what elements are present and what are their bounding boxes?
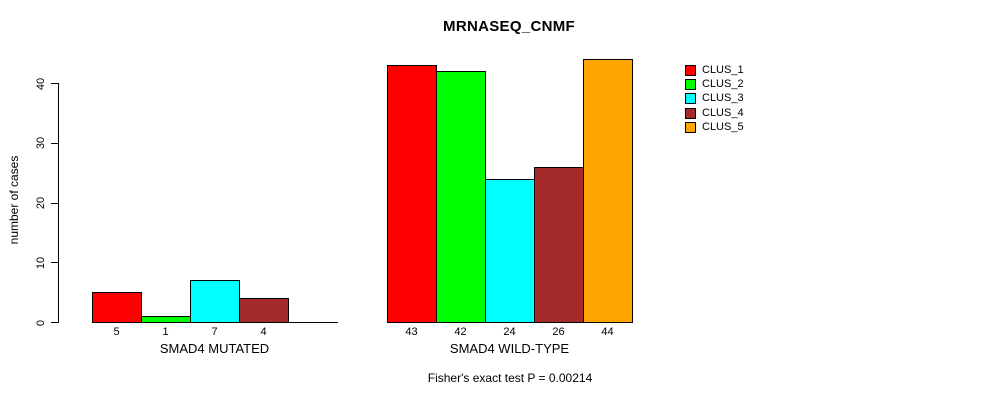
bar-value-label: 42 [454,326,467,338]
y-axis-tick [51,142,58,144]
legend-swatch-CLUS_3 [685,93,696,105]
y-tick-label: 10 [35,256,47,269]
bar-CLUS_1 [387,65,437,323]
y-tick-label: 30 [35,137,47,150]
y-tick-label: 20 [35,196,47,210]
legend-label-CLUS_2: CLUS_2 [702,77,744,90]
legend-swatch-CLUS_1 [685,64,696,76]
legend-swatch-CLUS_5 [685,121,696,133]
legend-entry-CLUS_4: CLUS_4 [685,106,744,120]
legend-entry-CLUS_1: CLUS_1 [685,63,744,77]
legend-label-CLUS_1: CLUS_1 [702,63,744,76]
bar-CLUS_2 [141,316,191,323]
bar-CLUS_4 [239,298,289,323]
bar-CLUS_2 [436,71,486,323]
legend-label-CLUS_5: CLUS_5 [702,120,744,133]
bar-CLUS_3 [190,280,240,323]
y-axis-label: number of cases [7,155,21,245]
legend-swatch-CLUS_2 [685,78,696,90]
legend: CLUS_1 CLUS_2 CLUS_3 CLUS_4 CLUS_5 [685,63,744,134]
y-tick-label: 40 [35,77,47,90]
legend-entry-CLUS_2: CLUS_2 [685,77,744,91]
bar-CLUS_4 [534,167,584,323]
chart-title: MRNASEQ_CNMF [443,18,575,35]
legend-entry-CLUS_3: CLUS_3 [685,92,744,106]
category-label: SMAD4 WILD-TYPE [449,341,570,356]
legend-label-CLUS_3: CLUS_3 [702,92,744,105]
bar-value-label: 7 [211,326,218,338]
bar-CLUS_1 [92,292,142,323]
fisher-test-annotation: Fisher's exact test P = 0.00214 [427,371,593,385]
y-axis-tick [51,202,58,204]
bar-value-label: 5 [113,326,120,338]
y-axis-tick [51,322,58,323]
bar-value-label: 1 [162,326,169,338]
bar-value-label: 44 [601,326,614,338]
legend-label-CLUS_4: CLUS_4 [702,106,744,119]
legend-entry-CLUS_5: CLUS_5 [685,120,744,134]
y-tick-label: 0 [35,319,47,326]
bar-value-label: 26 [552,326,565,338]
bar-CLUS_3 [485,179,535,323]
category-label: SMAD4 MUTATED [159,341,270,356]
y-axis-tick [51,262,58,264]
bar-CLUS_5 [583,59,633,323]
bar-value-label: 4 [260,326,267,338]
bar-value-label: 43 [405,326,418,338]
legend-swatch-CLUS_4 [685,107,696,119]
bar-value-label: 24 [503,326,516,338]
y-axis-tick [51,83,58,84]
y-axis-line [58,83,59,323]
